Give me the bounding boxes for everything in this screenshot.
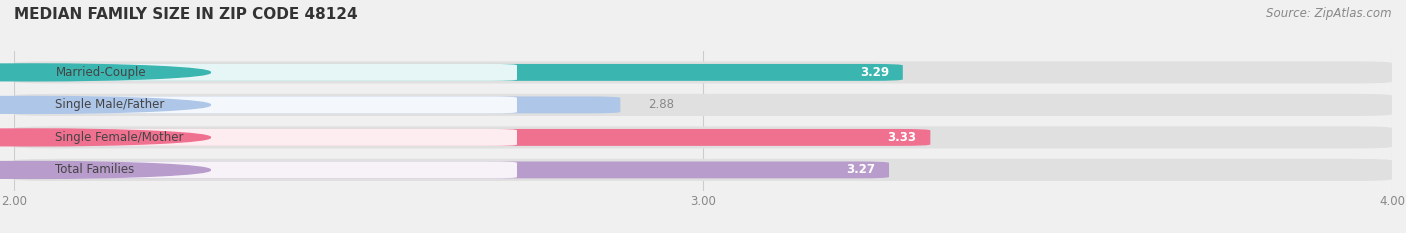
Text: 2.88: 2.88 [648, 98, 673, 111]
Text: 3.33: 3.33 [887, 131, 917, 144]
FancyBboxPatch shape [14, 126, 1392, 148]
Text: 3.29: 3.29 [860, 66, 889, 79]
FancyBboxPatch shape [14, 64, 903, 81]
Circle shape [0, 64, 211, 81]
Text: MEDIAN FAMILY SIZE IN ZIP CODE 48124: MEDIAN FAMILY SIZE IN ZIP CODE 48124 [14, 7, 357, 22]
FancyBboxPatch shape [21, 129, 517, 146]
Circle shape [0, 161, 211, 178]
FancyBboxPatch shape [14, 161, 889, 178]
Circle shape [0, 129, 211, 146]
FancyBboxPatch shape [21, 64, 517, 81]
Text: Source: ZipAtlas.com: Source: ZipAtlas.com [1267, 7, 1392, 20]
Text: Married-Couple: Married-Couple [55, 66, 146, 79]
FancyBboxPatch shape [14, 94, 1392, 116]
Text: Single Female/Mother: Single Female/Mother [55, 131, 184, 144]
FancyBboxPatch shape [21, 161, 517, 178]
FancyBboxPatch shape [14, 159, 1392, 181]
Text: Total Families: Total Families [55, 163, 135, 176]
Text: 3.27: 3.27 [846, 163, 876, 176]
FancyBboxPatch shape [14, 96, 620, 113]
FancyBboxPatch shape [14, 61, 1392, 83]
FancyBboxPatch shape [14, 129, 931, 146]
FancyBboxPatch shape [21, 96, 517, 113]
Text: Single Male/Father: Single Male/Father [55, 98, 165, 111]
Circle shape [0, 96, 211, 113]
